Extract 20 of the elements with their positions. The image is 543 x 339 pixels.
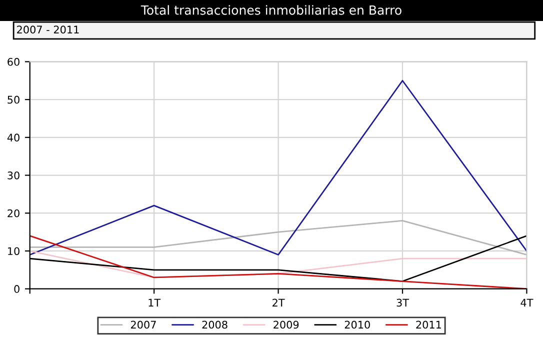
legend-label: 2009	[274, 320, 299, 329]
x-tick-label: 2T	[272, 298, 285, 306]
y-tick-label: 30	[8, 171, 20, 180]
x-tick-label: 3T	[396, 298, 410, 307]
y-tick-label: 0	[14, 285, 20, 293]
legend-label: 2007	[130, 320, 156, 329]
x-tick-label: 1T	[148, 298, 161, 306]
chart-subtitle: 2007 - 2011	[17, 26, 79, 34]
y-tick-label: 10	[8, 247, 20, 256]
y-tick-label: 20	[8, 209, 20, 218]
y-tick-label: 50	[8, 96, 20, 104]
legend-label: 2011	[416, 320, 441, 329]
line-series	[30, 80, 527, 256]
legend-label: 2008	[202, 320, 228, 329]
chart-title: Total transacciones inmobiliarias en Barro	[140, 5, 402, 15]
x-tick-label: 4T	[520, 298, 534, 306]
y-tick-label: 40	[7, 134, 20, 142]
line-series	[30, 220, 527, 256]
legend-label: 2010	[344, 320, 370, 329]
y-tick-label: 60	[8, 58, 20, 66]
